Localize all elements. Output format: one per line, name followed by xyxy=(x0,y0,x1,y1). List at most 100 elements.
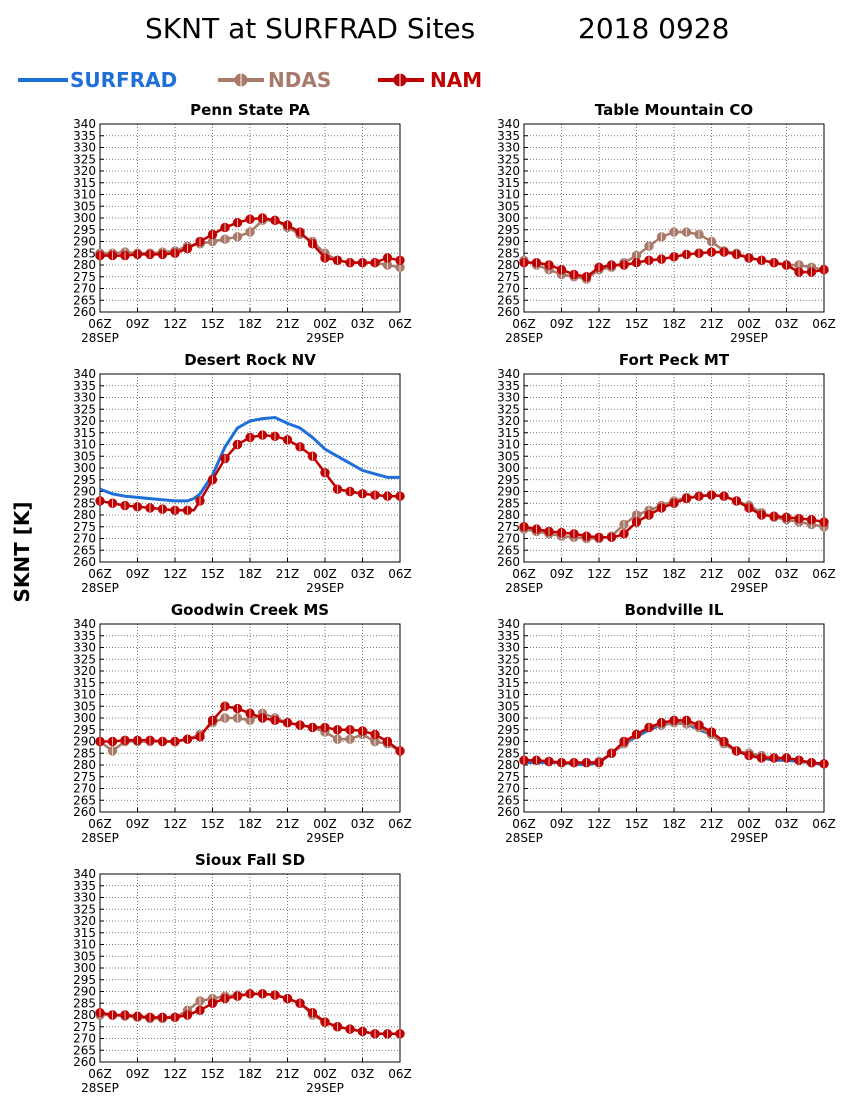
x-tick-label: 12Z xyxy=(163,1067,187,1081)
y-tick-label: 265 xyxy=(73,1043,96,1057)
chart-title: SKNT at SURFRAD Sites 2018 0928 xyxy=(0,12,850,52)
x-tick-label: 18Z xyxy=(238,817,262,831)
y-tick-label: 335 xyxy=(73,379,96,393)
x-tick-label: 06Z xyxy=(812,817,836,831)
y-tick-label: 295 xyxy=(73,973,96,987)
y-tick-label: 320 xyxy=(73,914,96,928)
x-date-label: 29SEP xyxy=(730,331,768,345)
y-tick-label: 305 xyxy=(73,949,96,963)
y-tick-label: 325 xyxy=(73,402,96,416)
y-tick-label: 325 xyxy=(73,902,96,916)
legend-label-surfrad: SURFRAD xyxy=(70,68,178,92)
y-tick-label: 325 xyxy=(497,402,520,416)
x-date-label: 28SEP xyxy=(505,581,543,595)
x-tick-label: 21Z xyxy=(700,317,724,331)
x-tick-label: 03Z xyxy=(351,1067,375,1081)
y-tick-label: 305 xyxy=(497,449,520,463)
x-tick-label: 15Z xyxy=(201,567,225,581)
y-tick-label: 275 xyxy=(73,270,96,284)
y-tick-label: 285 xyxy=(497,496,520,510)
chart-panel: 2602652702752802852902953003053103153203… xyxy=(73,601,412,845)
y-tick-label: 330 xyxy=(73,641,96,655)
x-tick-label: 18Z xyxy=(662,567,686,581)
x-tick-label: 00Z xyxy=(313,1067,337,1081)
x-tick-label: 12Z xyxy=(163,317,187,331)
x-tick-label: 21Z xyxy=(276,317,300,331)
y-tick-label: 340 xyxy=(73,617,96,631)
y-tick-label: 310 xyxy=(497,438,520,452)
y-tick-label: 310 xyxy=(497,688,520,702)
x-tick-label: 15Z xyxy=(625,317,649,331)
x-tick-label: 06Z xyxy=(88,1067,112,1081)
x-tick-label: 09Z xyxy=(126,567,150,581)
y-tick-label: 325 xyxy=(73,152,96,166)
x-tick-label: 18Z xyxy=(662,317,686,331)
x-tick-label: 06Z xyxy=(512,817,536,831)
x-tick-label: 00Z xyxy=(737,317,761,331)
y-tick-label: 335 xyxy=(497,629,520,643)
y-tick-label: 330 xyxy=(73,141,96,155)
y-tick-label: 335 xyxy=(73,129,96,143)
y-tick-label: 270 xyxy=(73,1032,96,1046)
x-tick-label: 21Z xyxy=(276,567,300,581)
y-tick-label: 330 xyxy=(497,391,520,405)
y-tick-label: 310 xyxy=(73,938,96,952)
y-tick-label: 335 xyxy=(497,379,520,393)
chart-panel: 2602652702752802852902953003053103153203… xyxy=(497,351,836,595)
x-tick-label: 06Z xyxy=(512,567,536,581)
y-tick-label: 270 xyxy=(73,532,96,546)
y-tick-label: 280 xyxy=(497,258,520,272)
x-date-label: 29SEP xyxy=(306,1081,344,1095)
y-tick-label: 275 xyxy=(73,520,96,534)
y-tick-label: 295 xyxy=(497,723,520,737)
y-tick-label: 265 xyxy=(497,293,520,307)
y-tick-label: 285 xyxy=(73,746,96,760)
x-tick-label: 06Z xyxy=(388,817,412,831)
x-tick-label: 00Z xyxy=(737,567,761,581)
x-tick-label: 06Z xyxy=(812,317,836,331)
x-tick-label: 09Z xyxy=(126,817,150,831)
x-date-label: 29SEP xyxy=(730,581,768,595)
x-tick-label: 18Z xyxy=(238,1067,262,1081)
y-tick-label: 260 xyxy=(73,305,96,319)
y-tick-label: 295 xyxy=(497,473,520,487)
y-tick-label: 270 xyxy=(497,782,520,796)
y-tick-label: 300 xyxy=(73,461,96,475)
x-tick-label: 00Z xyxy=(313,317,337,331)
y-tick-label: 280 xyxy=(73,758,96,772)
x-date-label: 28SEP xyxy=(81,581,119,595)
y-tick-label: 295 xyxy=(73,473,96,487)
x-date-label: 28SEP xyxy=(505,831,543,845)
y-tick-label: 265 xyxy=(73,293,96,307)
panel-title: Table Mountain CO xyxy=(595,101,753,119)
y-tick-label: 310 xyxy=(497,188,520,202)
x-tick-label: 09Z xyxy=(550,567,574,581)
x-tick-label: 00Z xyxy=(313,817,337,831)
y-tick-label: 340 xyxy=(497,367,520,381)
y-tick-label: 305 xyxy=(73,449,96,463)
x-tick-label: 06Z xyxy=(388,317,412,331)
x-tick-label: 18Z xyxy=(662,817,686,831)
y-tick-label: 290 xyxy=(73,235,96,249)
y-tick-label: 300 xyxy=(497,711,520,725)
y-tick-label: 275 xyxy=(497,520,520,534)
y-tick-label: 340 xyxy=(73,867,96,881)
x-date-label: 28SEP xyxy=(81,1081,119,1095)
x-tick-label: 15Z xyxy=(201,817,225,831)
x-tick-label: 12Z xyxy=(587,817,611,831)
x-date-label: 29SEP xyxy=(306,331,344,345)
y-tick-label: 310 xyxy=(73,438,96,452)
y-tick-label: 325 xyxy=(497,152,520,166)
y-tick-label: 295 xyxy=(73,223,96,237)
x-date-label: 28SEP xyxy=(81,831,119,845)
x-tick-label: 00Z xyxy=(313,567,337,581)
x-tick-label: 15Z xyxy=(201,1067,225,1081)
y-tick-label: 315 xyxy=(73,426,96,440)
x-tick-label: 06Z xyxy=(388,567,412,581)
y-tick-label: 320 xyxy=(73,664,96,678)
legend-item-nam: NAM xyxy=(378,64,508,98)
x-tick-label: 06Z xyxy=(88,317,112,331)
y-tick-label: 315 xyxy=(497,676,520,690)
y-tick-label: 260 xyxy=(73,555,96,569)
x-tick-label: 03Z xyxy=(775,567,799,581)
